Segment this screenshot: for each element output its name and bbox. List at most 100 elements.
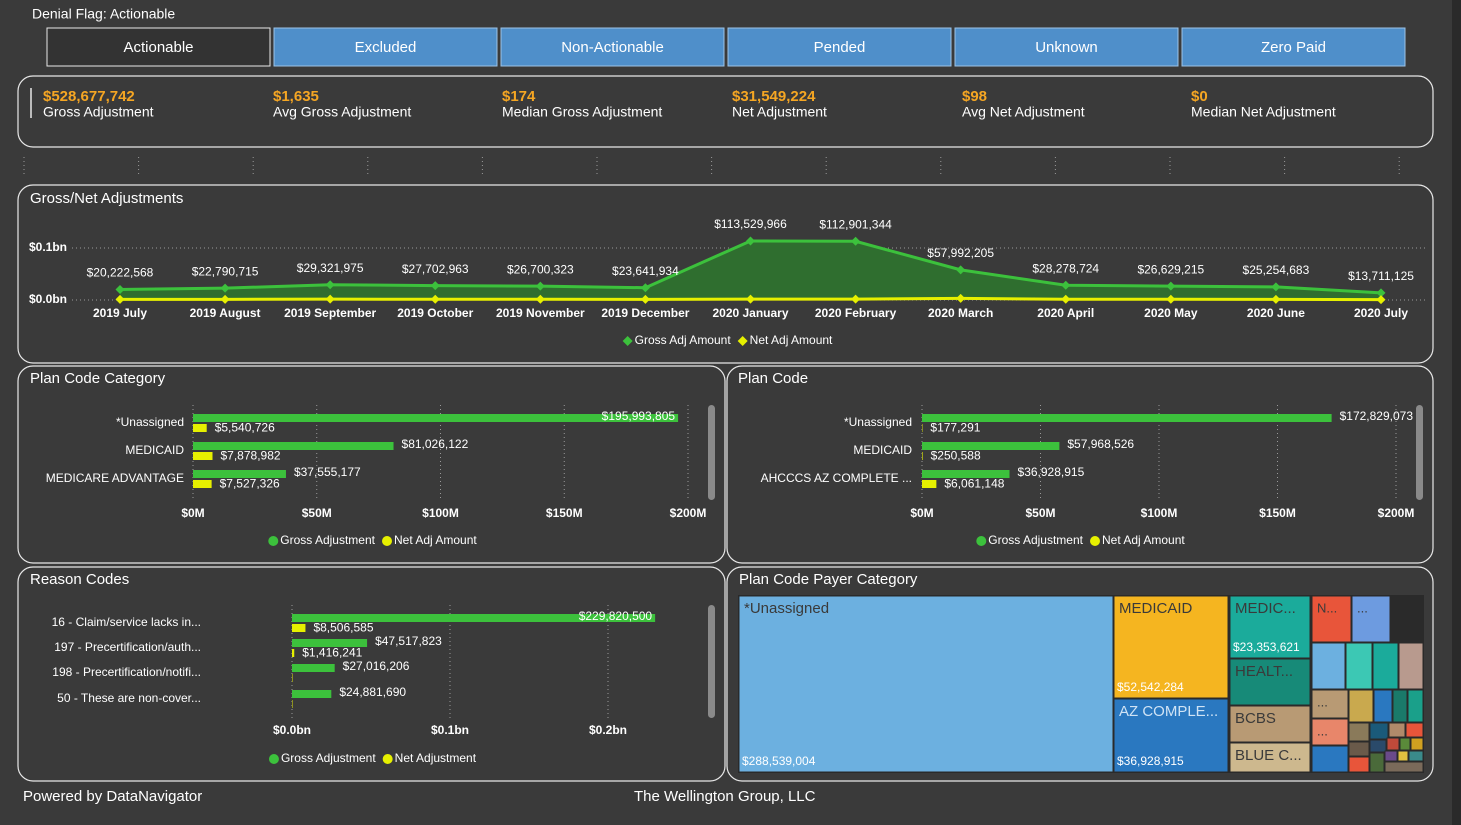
y-tick-label: MEDICAID (853, 443, 912, 457)
treemap-tile-minor (1405, 722, 1424, 738)
data-label: $113,529,966 (714, 217, 787, 231)
panel-title: Plan Code Payer Category (739, 571, 918, 588)
treemap-tile (1113, 595, 1229, 699)
panel-title: Reason Codes (30, 571, 129, 588)
tab-label[interactable]: Non-Actionable (561, 39, 664, 56)
tile-label: AZ COMPLE... (1119, 703, 1218, 720)
x-tick-label: $100M (422, 506, 459, 520)
data-label: $6,061,148 (944, 477, 1004, 491)
tab[interactable] (1181, 27, 1406, 67)
treemap-tile-minor (1369, 739, 1387, 753)
data-label: $177,291 (930, 421, 980, 435)
x-tick-label: 2020 May (1144, 306, 1198, 320)
tab-label[interactable]: Zero Paid (1261, 39, 1326, 56)
marker (640, 294, 650, 304)
tab-label[interactable]: Pended (814, 39, 866, 56)
kpi-label: Avg Gross Adjustment (273, 104, 411, 120)
treemap-tile-minor (1399, 737, 1411, 751)
x-tick-label: 2019 December (601, 306, 689, 320)
data-label: $36,928,915 (1018, 465, 1085, 479)
data-label: $112,901,344 (819, 217, 892, 231)
marker (535, 294, 545, 304)
bar (922, 414, 1332, 422)
marker (851, 294, 861, 304)
marker (430, 281, 440, 291)
legend-label: Net Adjustment (395, 751, 477, 765)
treemap-tile (1229, 595, 1311, 659)
y-tick-label: 16 - Claim/service lacks in... (52, 615, 201, 629)
data-label: $47,517,823 (375, 634, 442, 648)
tab[interactable] (46, 27, 271, 67)
area (120, 240, 1381, 300)
panel-title: Gross/Net Adjustments (30, 190, 183, 207)
tab[interactable] (500, 27, 725, 67)
tab-label[interactable]: Excluded (355, 39, 417, 56)
data-label: $81,026,122 (402, 437, 469, 451)
treemap-tile-minor (1373, 689, 1393, 723)
x-tick-label: 2020 April (1037, 306, 1094, 320)
x-tick-label: $150M (546, 506, 583, 520)
tab-label[interactable]: Actionable (123, 39, 193, 56)
scrollbar (1416, 405, 1423, 500)
marker (1271, 294, 1281, 304)
tile-value: $52,542,284 (1117, 680, 1184, 694)
data-label: $229,820,500 (579, 609, 653, 623)
panel (17, 365, 726, 564)
legend-label: Gross Adjustment (988, 533, 1083, 547)
treemap-tile-minor (1384, 761, 1424, 773)
data-label: $27,702,963 (402, 262, 469, 276)
kpi-label: Gross Adjustment (43, 104, 154, 120)
marker (325, 280, 335, 290)
bar (193, 414, 679, 422)
x-tick-label: $0M (181, 506, 204, 520)
bar (292, 624, 306, 632)
kpi-accent (30, 88, 32, 118)
bar (292, 664, 335, 672)
marker (1061, 280, 1071, 290)
bar (193, 470, 286, 478)
legend-label: Gross Adjustment (281, 751, 376, 765)
marker (746, 236, 755, 246)
kpi-label: Median Net Adjustment (1191, 104, 1336, 120)
bar (922, 470, 1010, 478)
filter-label: Denial Flag: Actionable (32, 6, 175, 22)
x-tick-label: 2019 October (397, 306, 473, 320)
data-label: $1,416,241 (302, 646, 362, 660)
data-label: $172,829,073 (1340, 409, 1414, 423)
x-tick-label: 2020 February (815, 306, 897, 320)
x-tick-label: $200M (670, 506, 707, 520)
x-tick-label: 2020 July (1354, 306, 1408, 320)
tab-label[interactable]: Unknown (1035, 39, 1098, 56)
legend-label: Gross Adj Amount (635, 333, 732, 347)
treemap-tile-minor (1348, 756, 1370, 773)
tab[interactable] (954, 27, 1179, 67)
kpi-panel (17, 75, 1434, 148)
y-tick-label: $0.0bn (29, 292, 67, 306)
x-tick-label: 2020 June (1247, 306, 1305, 320)
treemap-tile-minor (1407, 689, 1424, 723)
data-label: $5,540,726 (215, 421, 275, 435)
scrollbar (708, 605, 715, 718)
marker (1166, 281, 1176, 291)
data-label: $26,629,215 (1137, 262, 1204, 276)
kpi-label: Avg Net Adjustment (962, 104, 1085, 120)
data-label: $29,321,975 (297, 261, 364, 275)
kpi-value: $98 (962, 88, 987, 105)
x-tick-label: $150M (1259, 506, 1296, 520)
x-tick-label: $0.0bn (273, 723, 311, 737)
x-tick-label: 2019 August (190, 306, 261, 320)
tile-value: $288,539,004 (742, 754, 816, 768)
y-tick-label: 197 - Precertification/auth... (54, 640, 201, 654)
legend-label: Net Adj Amount (750, 333, 833, 347)
legend: Gross Adjustment Net Adj Amount (268, 533, 477, 547)
treemap-tile (1229, 705, 1311, 743)
treemap-tile (738, 595, 1114, 773)
legend-marker (1090, 536, 1100, 546)
marker (956, 293, 966, 303)
tile-value: $23,353,621 (1233, 640, 1300, 654)
tab[interactable] (273, 27, 498, 67)
tab[interactable] (727, 27, 952, 67)
treemap-tile (1229, 742, 1311, 773)
bar (193, 424, 207, 432)
kpi-label: Median Gross Adjustment (502, 104, 662, 120)
